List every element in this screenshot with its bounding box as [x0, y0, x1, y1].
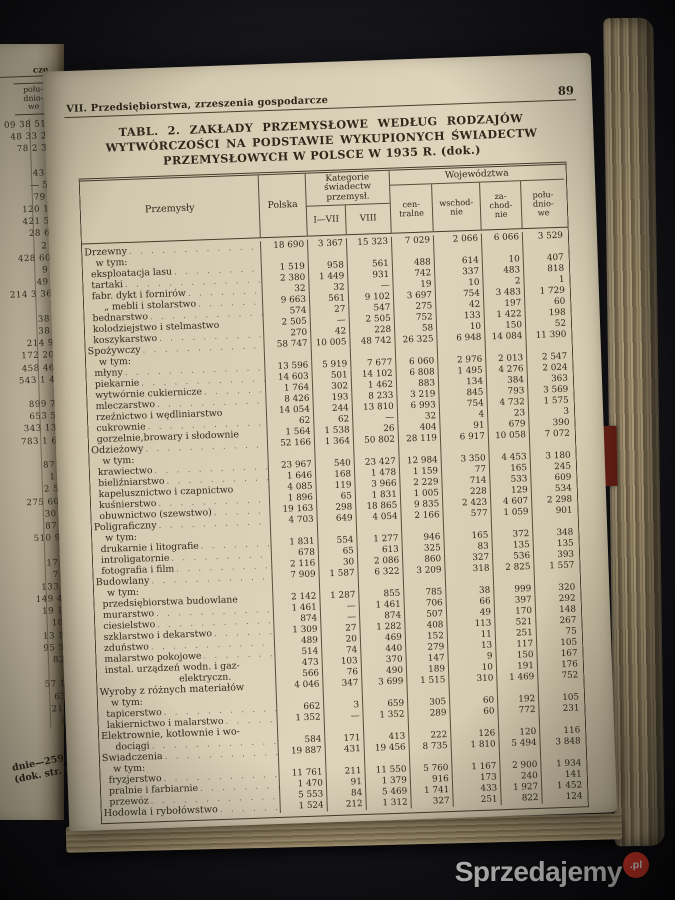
book-page: VII. Przedsiębiorstwa, zrzeszenia gospod…: [42, 52, 618, 832]
col-header-centralne: cen- tralne: [389, 184, 433, 233]
watermark: Sprzedajemy .pl: [454, 852, 649, 888]
col-header-i-vii: I—VII: [305, 204, 346, 236]
col-header-zachodnie: za- chod- nie: [479, 181, 522, 230]
page-number: 89: [557, 83, 575, 98]
value-cell: 251: [452, 794, 501, 807]
value-cell: 1 524: [279, 800, 327, 813]
col-header-przemysly: Przemysły: [144, 202, 195, 216]
col-header-viii: VIII: [344, 202, 391, 235]
value-cell: 212: [326, 798, 366, 812]
table-body: Drzewny. . . . . . . . . . . . . . . . .…: [82, 228, 588, 824]
value-cell: 124: [541, 791, 586, 804]
value-cell: 1 312: [365, 797, 411, 810]
value-cell: 822: [500, 792, 542, 806]
col-header-wschodnie: wschod- nie: [431, 182, 481, 232]
running-head-text: VII. Przedsiębiorstwa, zrzeszenia gospod…: [66, 94, 329, 115]
value-cell: 327: [410, 795, 453, 809]
col-header-kategorie: Kategorie świadectw przemysł.: [304, 170, 390, 206]
watermark-text: Sprzedajemy: [454, 856, 623, 887]
dot-leader: . . . . . . . . . . . . . . . . . . . . …: [225, 714, 277, 726]
col-header-poludniowe: połu- dnio- we: [520, 179, 566, 229]
table-title: TABL. 2. ZAKŁADY PRZEMYSŁOWE WEDŁUG RODZ…: [65, 109, 578, 172]
watermark-pl-badge-icon: .pl: [623, 852, 649, 878]
col-header-polska: Polska: [257, 173, 307, 238]
statistics-table: Przemysły Polska Kategorie świadectw prz…: [78, 161, 589, 825]
dot-leader: . . . . . . . . . . . . . . . . . . . . …: [219, 802, 280, 815]
